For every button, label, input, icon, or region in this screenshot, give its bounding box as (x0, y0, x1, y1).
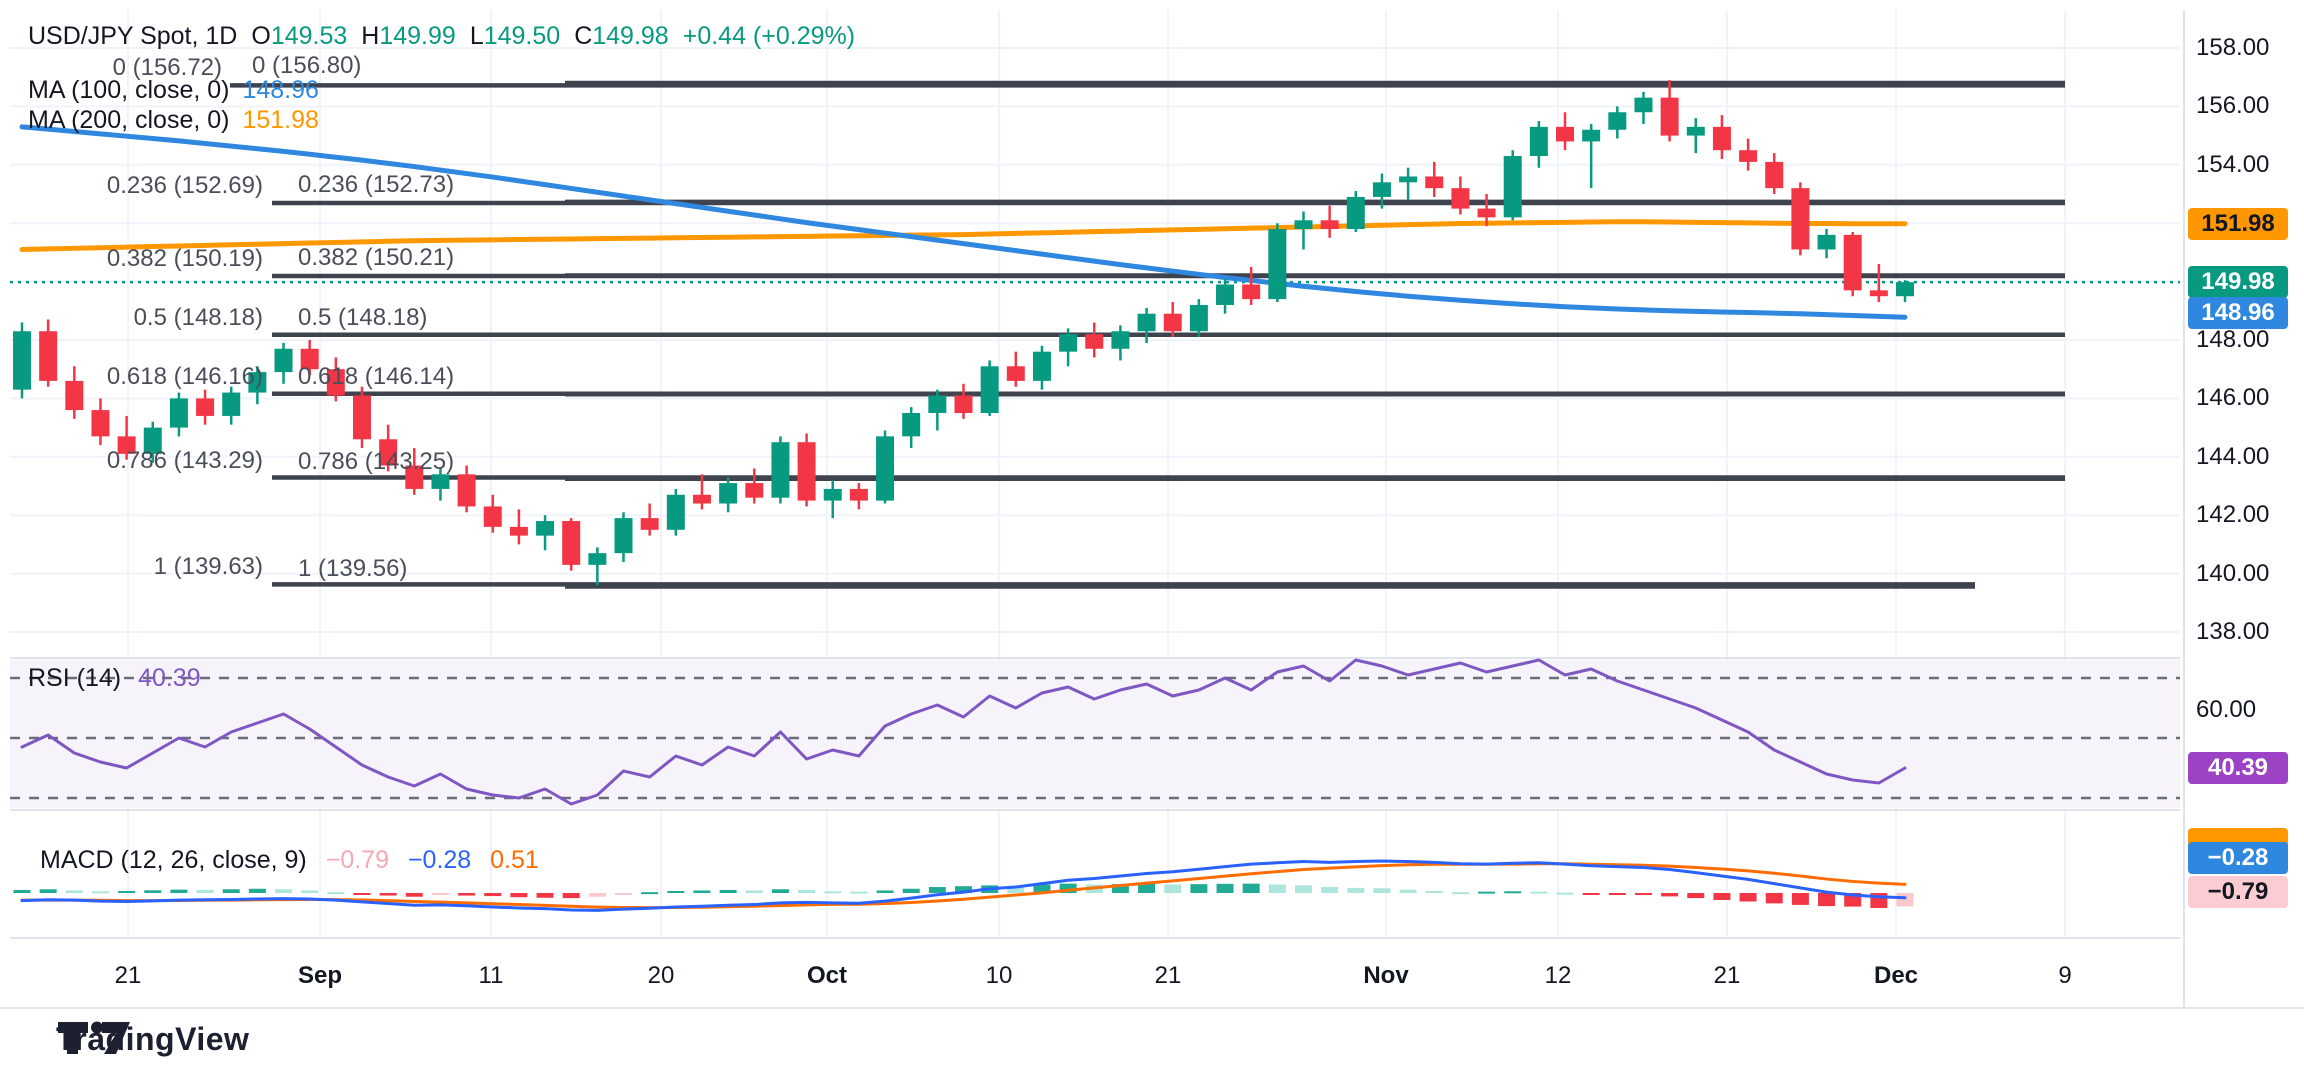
price-tick: 146.00 (2196, 384, 2270, 412)
ma200-legend[interactable]: MA (200, close, 0) 151.98 (28, 106, 319, 135)
time-tick: Oct (806, 962, 848, 989)
ma100-value: 148.96 (242, 76, 319, 104)
fib-label-left: 0.382 (150.19) (106, 245, 263, 273)
fib-label-left: 0 (156.72) (112, 54, 222, 82)
time-tick: 21 (1154, 962, 1182, 989)
macd-line-value: −0.28 (407, 846, 472, 874)
rsi-badge: 40.39 (2188, 752, 2288, 784)
change-value: +0.44 (+0.29%) (682, 22, 856, 50)
low-value: 149.50 (483, 22, 561, 50)
macd-line-badge: −0.28 (2188, 842, 2288, 874)
fib-label-left: 0.786 (143.29) (106, 446, 263, 474)
macd-hist-value: −0.79 (325, 846, 389, 874)
fib-label-left: 0.5 (148.18) (133, 303, 263, 331)
time-tick: 20 (647, 962, 675, 989)
price-tick: 138.00 (2196, 618, 2270, 645)
symbol-legend[interactable]: USD/JPY Spot, 1D O149.53 H149.99 L149.50 C14… (28, 22, 855, 51)
price-tick: 142.00 (2196, 501, 2270, 529)
time-tick: 12 (1544, 962, 1572, 989)
ma100-legend[interactable]: MA (100, close, 0) 148.96 (28, 76, 319, 105)
ma200-price-badge: 151.98 (2188, 207, 2288, 240)
time-tick: 21 (114, 962, 142, 989)
rsi-tick-60: 60.00 (2196, 696, 2257, 723)
fib-label-right: 0.382 (150.21) (298, 244, 455, 272)
time-tick: 11 (478, 962, 504, 989)
low-label: L (469, 22, 484, 50)
tradingview-logo-text: TradingView (56, 1020, 250, 1057)
ma100-price-badge: 148.96 (2188, 296, 2288, 329)
ma100-label: MA (100, close, 0) (28, 76, 230, 104)
time-tick: 10 (985, 962, 1013, 989)
fib-label-right: 0.618 (146.14) (298, 363, 455, 391)
fib-label-right: 1 (139.56) (298, 555, 408, 583)
fib-label-left: 0.236 (152.69) (106, 172, 263, 200)
price-tick: 158.00 (2196, 34, 2270, 61)
fib-label-right: 0.786 (143.25) (298, 447, 455, 475)
price-tick: 148.00 (2196, 326, 2270, 353)
time-tick: Dec (1873, 962, 1919, 989)
rsi-label: RSI (14) (28, 664, 122, 692)
macd-hist-badge: −0.79 (2188, 876, 2288, 908)
tradingview-logo[interactable]: TradingView (56, 1018, 249, 1060)
price-tick: 140.00 (2196, 559, 2270, 587)
close-label: C (574, 22, 593, 50)
symbol-title: USD/JPY Spot, 1D (28, 22, 238, 50)
price-tick: 144.00 (2196, 442, 2270, 470)
macd-signal-value: 0.51 (490, 846, 539, 874)
fib-label-right: 0 (156.80) (252, 52, 362, 80)
fib-label-right: 0.5 (148.18) (298, 303, 428, 331)
fib-label-right: 0.236 (152.73) (298, 170, 455, 198)
tradingview-logo-icon (58, 1021, 130, 1054)
close-value: 149.98 (592, 22, 669, 50)
time-tick: Nov (1363, 962, 1409, 989)
macd-label: MACD (12, 26, close, 9) (40, 846, 307, 874)
open-value: 149.53 (270, 22, 348, 50)
fib-label-left: 1 (139.63) (153, 553, 263, 581)
fib-label-left: 0.618 (146.16) (106, 362, 263, 390)
rsi-value: 40.39 (138, 664, 201, 692)
high-value: 149.99 (379, 22, 456, 50)
time-tick: 21 (1713, 962, 1741, 989)
ma200-label: MA (200, close, 0) (28, 106, 230, 134)
open-label: O (251, 22, 271, 50)
high-label: H (361, 22, 380, 50)
time-tick: Sep (297, 962, 343, 989)
ma200-value: 151.98 (242, 106, 319, 134)
macd-legend[interactable]: MACD (12, 26, close, 9) −0.79 −0.28 0.51 (28, 846, 539, 875)
price-tick: 154.00 (2196, 150, 2270, 178)
last-price-badge: 149.98 (2188, 266, 2288, 299)
price-tick: 156.00 (2196, 92, 2270, 120)
time-tick: 9 (2058, 962, 2072, 989)
rsi-legend[interactable]: RSI (14) 40.39 (28, 664, 201, 693)
